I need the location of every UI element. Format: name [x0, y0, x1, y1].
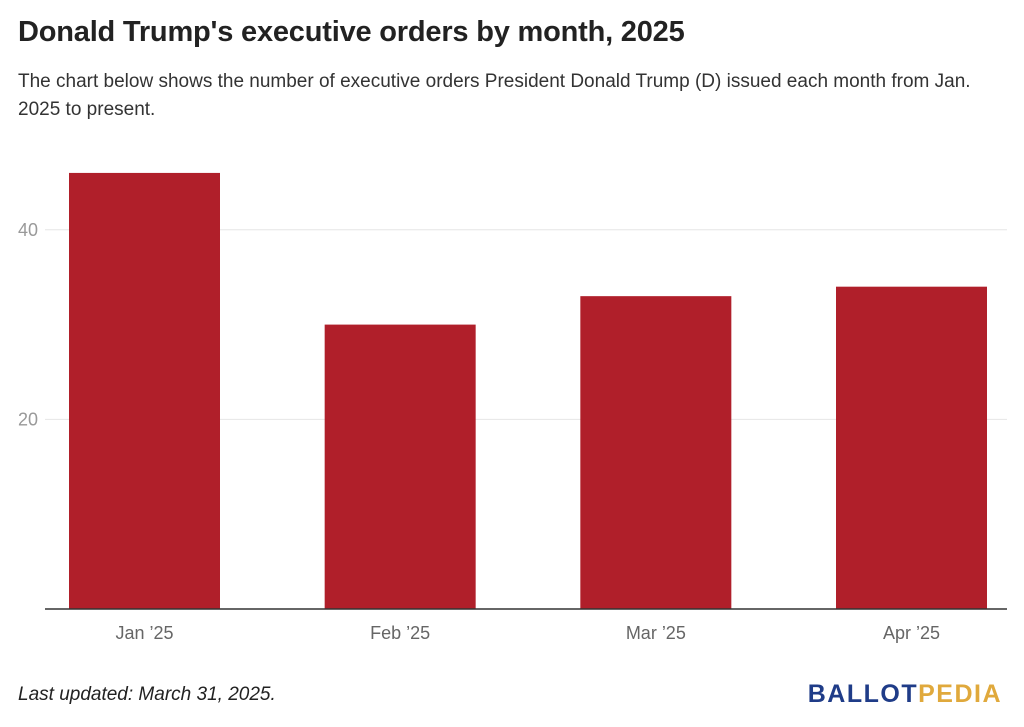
bar-layer — [69, 172, 987, 610]
x-category-label: Apr ’25 — [883, 623, 940, 643]
logo-part-ballot: BALLOT — [807, 680, 919, 708]
axis-layer: Jan ’25 Feb ’25 Mar ’25 Apr ’25 — [45, 608, 1007, 643]
y-tick-label: 40 — [18, 220, 38, 240]
bar-2 — [324, 324, 476, 609]
ballotpedia-logo: BALLOTPEDIA — [808, 680, 1002, 709]
bar-1 — [69, 172, 220, 610]
chart-title: Donald Trump's executive orders by month… — [18, 16, 685, 48]
bar-4 — [836, 286, 987, 609]
logo-part-pedia: PEDIA — [918, 680, 1002, 708]
x-category-label: Feb ’25 — [370, 623, 430, 643]
x-category-label: Mar ’25 — [626, 623, 686, 643]
bar-3 — [580, 296, 732, 609]
y-tick-label: 20 — [18, 409, 38, 429]
last-updated-note: Last updated: March 31, 2025. — [18, 684, 276, 705]
x-category-label: Jan ’25 — [115, 623, 173, 643]
chart-subtitle: The chart below shows the number of exec… — [18, 71, 971, 120]
